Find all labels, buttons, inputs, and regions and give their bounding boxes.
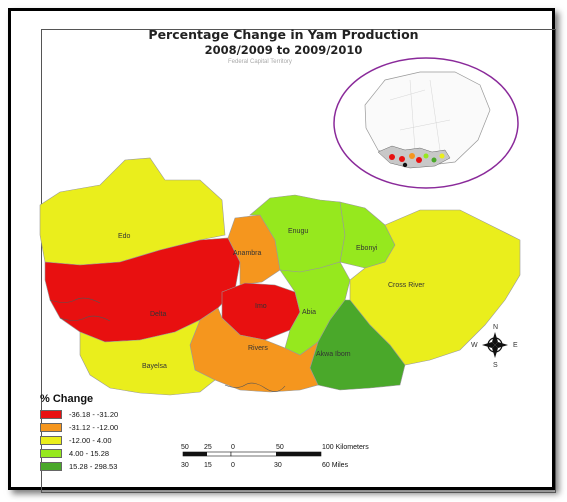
context-label: Federal Capital Territory bbox=[228, 59, 292, 65]
legend-range: -12.00 - 4.00 bbox=[69, 436, 112, 445]
legend-swatch bbox=[40, 410, 62, 419]
label-edo: Edo bbox=[118, 233, 131, 240]
label-enugu: Enugu bbox=[288, 228, 308, 235]
locator-inset bbox=[333, 57, 519, 189]
compass-w: W bbox=[471, 342, 478, 349]
label-imo: Imo bbox=[255, 303, 267, 310]
scale-mi-0: 30 bbox=[181, 462, 189, 469]
legend-title: % Change bbox=[40, 393, 94, 405]
state-cross-river[interactable] bbox=[349, 209, 521, 366]
label-bayelsa: Bayelsa bbox=[142, 363, 167, 370]
legend-swatch bbox=[40, 423, 62, 432]
legend-row: -36.18 - -31.20 bbox=[40, 408, 118, 421]
north-arrow-icon: N S W E bbox=[471, 324, 518, 369]
state-bayelsa[interactable] bbox=[79, 319, 216, 396]
legend-range: 4.00 - 15.28 bbox=[69, 449, 110, 458]
label-cross-river: Cross River bbox=[388, 282, 425, 289]
scale-km-0: 50 bbox=[181, 444, 189, 451]
label-rivers: Rivers bbox=[248, 345, 268, 352]
legend-swatch bbox=[40, 462, 62, 471]
legend-swatch bbox=[40, 436, 62, 445]
scale-km-4: 100 Kilometers bbox=[322, 444, 369, 451]
scale-mi-1: 15 bbox=[204, 462, 212, 469]
label-delta: Delta bbox=[150, 311, 166, 318]
legend-row: 4.00 - 15.28 bbox=[40, 447, 118, 460]
legend-row: -12.00 - 4.00 bbox=[40, 434, 118, 447]
scale-km-3: 50 bbox=[276, 444, 284, 451]
map-subtitle: 2008/2009 to 2009/2010 bbox=[204, 43, 363, 57]
label-anambra: Anambra bbox=[233, 250, 262, 257]
map-inner-border bbox=[41, 29, 556, 493]
legend-range: 15.28 - 298.53 bbox=[69, 462, 118, 471]
scale-mi-4: 60 Miles bbox=[322, 462, 349, 469]
delta-creeks bbox=[49, 297, 286, 392]
compass-e: E bbox=[513, 342, 518, 349]
scale-mi-2: 0 bbox=[231, 462, 235, 469]
scale-bar: 50 25 0 50 100 Kilometers 30 15 0 30 60 … bbox=[181, 444, 369, 469]
legend-range: -36.18 - -31.20 bbox=[69, 410, 119, 419]
map-title: Percentage Change in Yam Production bbox=[148, 27, 419, 42]
label-abia: Abia bbox=[302, 309, 316, 316]
compass-s: S bbox=[493, 362, 498, 369]
compass-n: N bbox=[493, 324, 498, 331]
state-ebonyi[interactable] bbox=[339, 201, 396, 269]
legend-range: -31.12 - -12.00 bbox=[69, 423, 119, 432]
scale-km-2: 0 bbox=[231, 444, 235, 451]
legend-row: 15.28 - 298.53 bbox=[40, 460, 118, 473]
scale-mi-3: 30 bbox=[274, 462, 282, 469]
legend-swatch bbox=[40, 449, 62, 458]
label-ebonyi: Ebonyi bbox=[356, 245, 378, 252]
label-akwa-ibom: Akwa Ibom bbox=[316, 351, 351, 358]
legend: % Change -36.18 - -31.20 -31.12 - -12.00… bbox=[40, 393, 118, 473]
legend-row: -31.12 - -12.00 bbox=[40, 421, 118, 434]
scale-km-1: 25 bbox=[204, 444, 212, 451]
